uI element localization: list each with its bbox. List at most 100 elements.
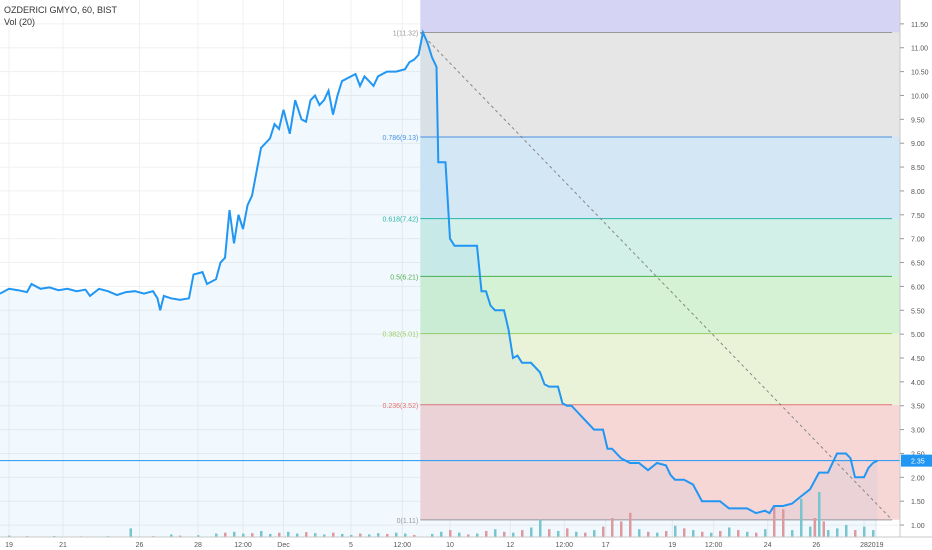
x-tick-label-16: 28 (860, 542, 868, 549)
volume-bar-79 (827, 530, 830, 537)
fib-zone-4 (420, 333, 900, 405)
volume-bar-32 (413, 534, 416, 537)
volume-bar-80 (836, 528, 839, 537)
volume-bar-9 (197, 535, 200, 537)
y-tick-label-11: 6.50 (911, 261, 925, 268)
x-tick-label-5: Dec (277, 542, 290, 549)
volume-bar-37 (467, 534, 470, 537)
x-tick-label-15: 26 (812, 542, 820, 549)
volume-bar-51 (593, 530, 596, 537)
volume-bar-78 (822, 521, 825, 537)
volume-bar-16 (269, 533, 272, 537)
y-tick-label-17: 9.50 (911, 117, 925, 124)
volume-bar-56 (638, 529, 641, 537)
x-tick-label-12: 19 (668, 542, 676, 549)
fib-level-label-1: 0.786(9.13) (382, 135, 418, 142)
fib-trend-line[interactable] (419, 32, 893, 521)
fib-zone-3 (420, 276, 900, 334)
volume-bar-40 (494, 529, 497, 537)
fib-zone-0 (420, 32, 900, 137)
current-price-badge: 2.35 (901, 454, 932, 467)
volume-bar-44 (530, 527, 533, 537)
volume-bar-64 (710, 532, 713, 537)
y-tick-label-13: 7.50 (911, 213, 925, 220)
y-tick-label-20: 11.00 (911, 46, 928, 53)
volume-bar-7 (170, 534, 173, 537)
volume-bar-69 (755, 532, 758, 537)
volume-bar-82 (854, 530, 857, 537)
price-axis[interactable] (900, 0, 932, 537)
volume-bar-75 (809, 526, 812, 537)
volume-bar-48 (566, 528, 569, 537)
volume-bar-54 (620, 521, 623, 537)
volume-bar-22 (323, 534, 326, 537)
volume-bar-21 (314, 533, 317, 537)
fib-zone-above (420, 0, 900, 33)
time-axis[interactable] (0, 537, 900, 550)
volume-bar-43 (521, 530, 524, 537)
x-tick-label-11: 17 (602, 542, 610, 549)
x-tick-label-1: 21 (59, 542, 67, 549)
symbol-title[interactable]: OZDERICI GMYO, 60, BIST (4, 5, 118, 15)
y-tick-label-21: 11.50 (911, 22, 928, 29)
y-tick-label-2: 2.00 (911, 475, 925, 482)
volume-bar-74 (800, 498, 803, 537)
volume-bar-66 (728, 527, 731, 537)
volume-bar-17 (278, 532, 281, 537)
fibonacci-retracement[interactable] (420, 0, 900, 521)
volume-bar-59 (665, 530, 668, 537)
volume-bar-53 (611, 517, 614, 537)
volume-bar-62 (692, 530, 695, 537)
volume-bar-23 (332, 532, 335, 537)
volume-bar-13 (242, 533, 245, 537)
x-tick-label-8: 10 (446, 542, 454, 549)
volume-bar-46 (548, 529, 551, 537)
fib-zone-2 (420, 218, 900, 277)
volume-indicator-label[interactable]: Vol (20) (4, 17, 36, 27)
volume-bar-81 (845, 524, 848, 537)
y-tick-label-19: 10.50 (911, 70, 929, 77)
volume-bar-70 (764, 529, 767, 537)
volume-bar-57 (647, 531, 650, 537)
volume-bar-11 (224, 532, 227, 537)
price-area-fill (0, 32, 878, 537)
x-tick-label-14: 24 (764, 542, 772, 549)
x-tick-label-9: 12 (506, 542, 514, 549)
fib-level-label-5: 0.236(3.52) (382, 403, 418, 410)
volume-bar-50 (584, 532, 587, 537)
y-tick-label-4: 3.00 (911, 428, 925, 435)
volume-bar-20 (305, 532, 308, 537)
volume-bar-84 (872, 530, 875, 537)
x-tick-label-3: 28 (194, 542, 202, 549)
volume-bar-14 (251, 533, 254, 537)
y-tick-label-7: 4.50 (911, 356, 925, 363)
volume-bar-15 (260, 530, 263, 537)
fib-level-label-4: 0.382(5.01) (382, 332, 418, 339)
fib-level-label-2: 0.618(7.42) (382, 217, 418, 224)
y-tick-label-8: 5.00 (911, 332, 925, 339)
volume-bar-55 (629, 512, 632, 537)
volume-bar-39 (485, 530, 488, 537)
current-price-badge-bg (901, 454, 932, 467)
time-axis-ticks: 19 21 26 28 12:00 Dec 5 12:00 10 12 12:00 17 19 12:00… (5, 542, 883, 549)
y-tick-label-15: 8.50 (911, 165, 925, 172)
x-tick-label-17: 2019 (868, 542, 884, 549)
volume-bar-26 (359, 533, 362, 537)
volume-bar-25 (350, 534, 353, 537)
y-tick-label-14: 8.00 (911, 189, 925, 196)
volume-bar-42 (512, 532, 515, 537)
y-tick-label-12: 7.00 (911, 237, 925, 244)
volume-bar-10 (215, 533, 218, 537)
volume-bar-35 (449, 530, 452, 537)
volume-bar-71 (773, 505, 776, 537)
x-tick-label-10: 12:00 (556, 542, 574, 549)
y-tick-label-16: 9.00 (911, 141, 925, 148)
volume-bar-76 (813, 517, 816, 537)
price-axis-ticks: 1.001.502.002.503.003.504.004.505.005.50… (900, 22, 929, 530)
volume-bar-72 (782, 509, 785, 537)
volume-bar-33 (431, 533, 434, 537)
volume-bar-2 (53, 535, 56, 537)
y-tick-label-0: 1.00 (911, 523, 925, 530)
fib-level-label-0: 1(11.32) (393, 30, 419, 37)
